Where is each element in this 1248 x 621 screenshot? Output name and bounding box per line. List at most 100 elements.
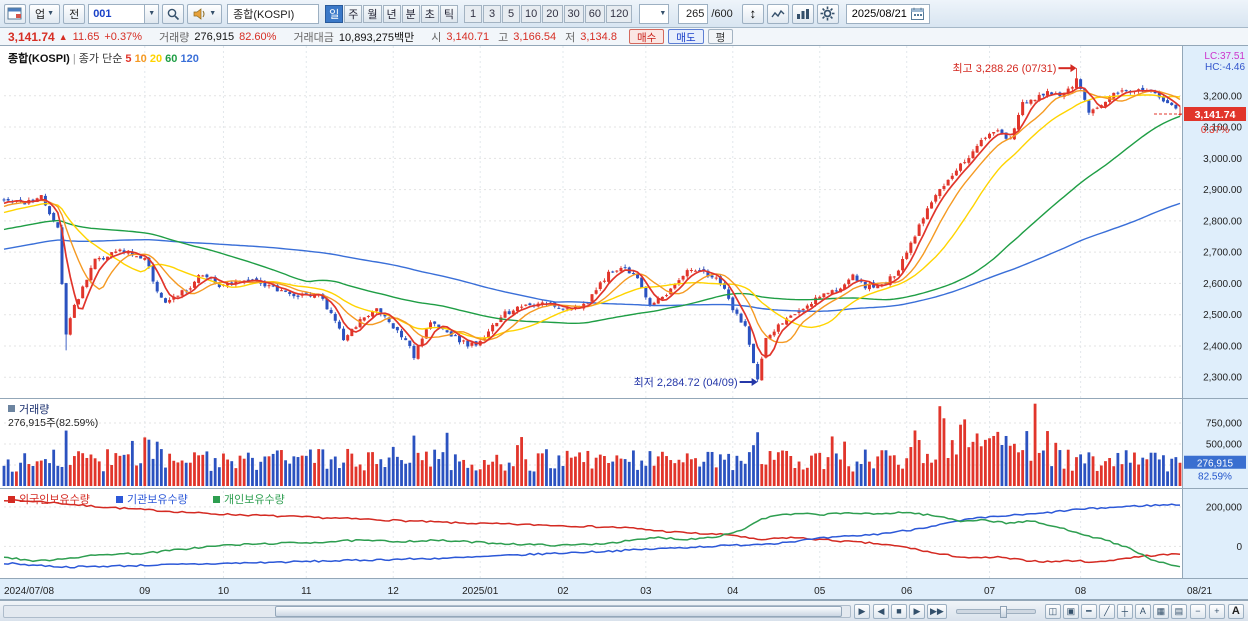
interval-button-3[interactable]: 3	[483, 4, 501, 23]
new-window-icon[interactable]	[4, 3, 26, 24]
candle-count-input[interactable]	[678, 3, 709, 24]
interval-button-20[interactable]: 20	[542, 4, 563, 23]
svg-text:3,000.00: 3,000.00	[1203, 154, 1242, 165]
chart-scrollbar[interactable]	[3, 604, 851, 618]
high-label: 고	[498, 31, 509, 44]
avg-button[interactable]: 평	[707, 29, 734, 44]
period-button-초[interactable]: 초	[420, 4, 439, 23]
industry-select-button[interactable]: 업 ▼	[29, 3, 61, 24]
svg-text:개인보유수량: 개인보유수량	[224, 493, 285, 506]
svg-text:2,600.00: 2,600.00	[1203, 279, 1242, 290]
price-change-percent: +0.37%	[104, 30, 142, 43]
search-icon[interactable]	[162, 3, 185, 24]
crosshair-tool-icon[interactable]: ┼	[1116, 603, 1133, 619]
scroll-right-button[interactable]: ▶	[854, 603, 870, 619]
low-price: 3,134.8	[580, 30, 617, 43]
chevron-down-icon: ▼	[209, 10, 217, 17]
interval-button-5[interactable]: 5	[502, 4, 520, 23]
trendline-tool-icon[interactable]: ╱	[1098, 603, 1115, 619]
high-price: 3,166.54	[513, 30, 557, 43]
chart-list-icon[interactable]: ▤	[1170, 603, 1187, 619]
svg-text:HC:-4.46: HC:-4.46	[1205, 62, 1245, 73]
svg-text:3,100.00: 3,100.00	[1203, 123, 1242, 134]
svg-text:0: 0	[1236, 542, 1242, 553]
grid-tool-icon[interactable]: ▦	[1152, 603, 1169, 619]
interval-button-10[interactable]: 10	[521, 4, 542, 23]
svg-text:2,500.00: 2,500.00	[1203, 310, 1242, 321]
interval-button-60[interactable]: 60	[584, 4, 605, 23]
period-button-분[interactable]: 분	[401, 4, 420, 23]
interval-button-30[interactable]: 30	[563, 4, 584, 23]
date-value: 2025/08/21	[851, 7, 907, 20]
svg-text:최고 3,288.26 (07/31): 최고 3,288.26 (07/31)	[952, 62, 1056, 75]
sell-button[interactable]: 매도	[668, 29, 704, 44]
svg-text:200,000: 200,000	[1206, 502, 1243, 513]
trade-value: 10,893,275백만	[338, 31, 415, 44]
bar-chart-icon[interactable]	[791, 3, 814, 24]
volume-ratio: 82.60%	[239, 30, 277, 43]
svg-text:06: 06	[901, 586, 913, 597]
current-price: 3,141.74	[8, 29, 55, 44]
settings-gear-icon[interactable]	[816, 3, 839, 24]
text-tool-icon[interactable]: A	[1134, 603, 1151, 619]
interval-combo[interactable]: ▼	[639, 3, 670, 24]
svg-text:276,915: 276,915	[1197, 459, 1234, 470]
svg-text:09: 09	[139, 586, 151, 597]
font-size-button[interactable]: A	[1227, 603, 1244, 619]
date-picker[interactable]: 2025/08/21	[845, 3, 930, 24]
price-up-arrow: ▲	[58, 31, 68, 42]
svg-text:07: 07	[984, 586, 996, 597]
zoom-slider[interactable]	[955, 605, 1036, 618]
chart-nav-button-2[interactable]: ▶	[909, 603, 925, 619]
period-button-주[interactable]: 주	[344, 4, 363, 23]
chart-nav-button-3[interactable]: ▶▶	[927, 603, 947, 619]
price-change: 11.65	[72, 30, 100, 43]
chart-nav-button-1[interactable]: ■	[891, 603, 907, 619]
buy-button[interactable]: 매수	[628, 29, 665, 44]
interval-button-group: 1 3 5 10 20 30 60 120	[464, 4, 633, 23]
candle-max-label: /600	[711, 7, 733, 20]
svg-text:82.59%: 82.59%	[1198, 472, 1232, 483]
volume-label: 거래량	[158, 31, 190, 44]
period-button-년[interactable]: 년	[382, 4, 401, 23]
svg-text:10: 10	[218, 586, 230, 597]
svg-text:거래량: 거래량	[19, 403, 49, 416]
zoom-out-button[interactable]: −	[1189, 603, 1206, 619]
zoom-range-icon[interactable]: ↕	[741, 3, 764, 24]
interval-button-120[interactable]: 120	[606, 4, 633, 23]
symbol-code-input[interactable]	[88, 3, 145, 24]
zoom-slider-handle[interactable]	[999, 605, 1007, 618]
chart-area[interactable]: 2,300.00 2,400.00 2,500.00 2,600.00 2,700.00…	[0, 46, 1248, 600]
svg-text:12: 12	[388, 586, 400, 597]
volume-value: 276,915	[194, 30, 235, 43]
all-market-button[interactable]: 전	[63, 3, 86, 24]
low-label: 저	[565, 31, 576, 44]
speaker-icon[interactable]: ▼	[187, 3, 223, 24]
screen-split-icon[interactable]: ◫	[1044, 603, 1061, 619]
open-label: 시	[431, 31, 442, 44]
period-button-일[interactable]: 일	[325, 4, 344, 23]
period-button-월[interactable]: 월	[363, 4, 382, 23]
save-chart-icon[interactable]: ▣	[1062, 603, 1079, 619]
zoom-in-button[interactable]: +	[1208, 603, 1225, 619]
symbol-code-group: ▼	[88, 3, 160, 24]
svg-text:500,000: 500,000	[1206, 440, 1243, 451]
svg-text:04: 04	[727, 586, 739, 597]
svg-text:3,200.00: 3,200.00	[1203, 91, 1242, 102]
calendar-icon	[910, 7, 924, 20]
scrollbar-handle[interactable]	[274, 605, 842, 617]
chart-nav-button-0[interactable]: ◀	[873, 603, 889, 619]
industry-label: 업	[35, 8, 46, 21]
period-button-틱[interactable]: 틱	[439, 4, 458, 23]
code-dropdown-button[interactable]: ▼	[144, 3, 160, 24]
line-chart-icon[interactable]	[766, 3, 789, 24]
interval-button-1[interactable]: 1	[464, 4, 482, 23]
svg-text:0.37%: 0.37%	[1201, 125, 1229, 136]
symbol-name-display: 종합(KOSPI)	[227, 3, 320, 24]
status-bar: ▶ ◀ ■ ▶ ▶▶ ◫ ▣ ━ ╱ ┼ A ▦ ▤ − + A	[0, 600, 1248, 621]
kospi-chart-canvas[interactable]: 2,300.00 2,400.00 2,500.00 2,600.00 2,700.00…	[0, 46, 1248, 600]
horizontal-line-tool-icon[interactable]: ━	[1080, 603, 1097, 619]
svg-text:11: 11	[301, 586, 312, 597]
